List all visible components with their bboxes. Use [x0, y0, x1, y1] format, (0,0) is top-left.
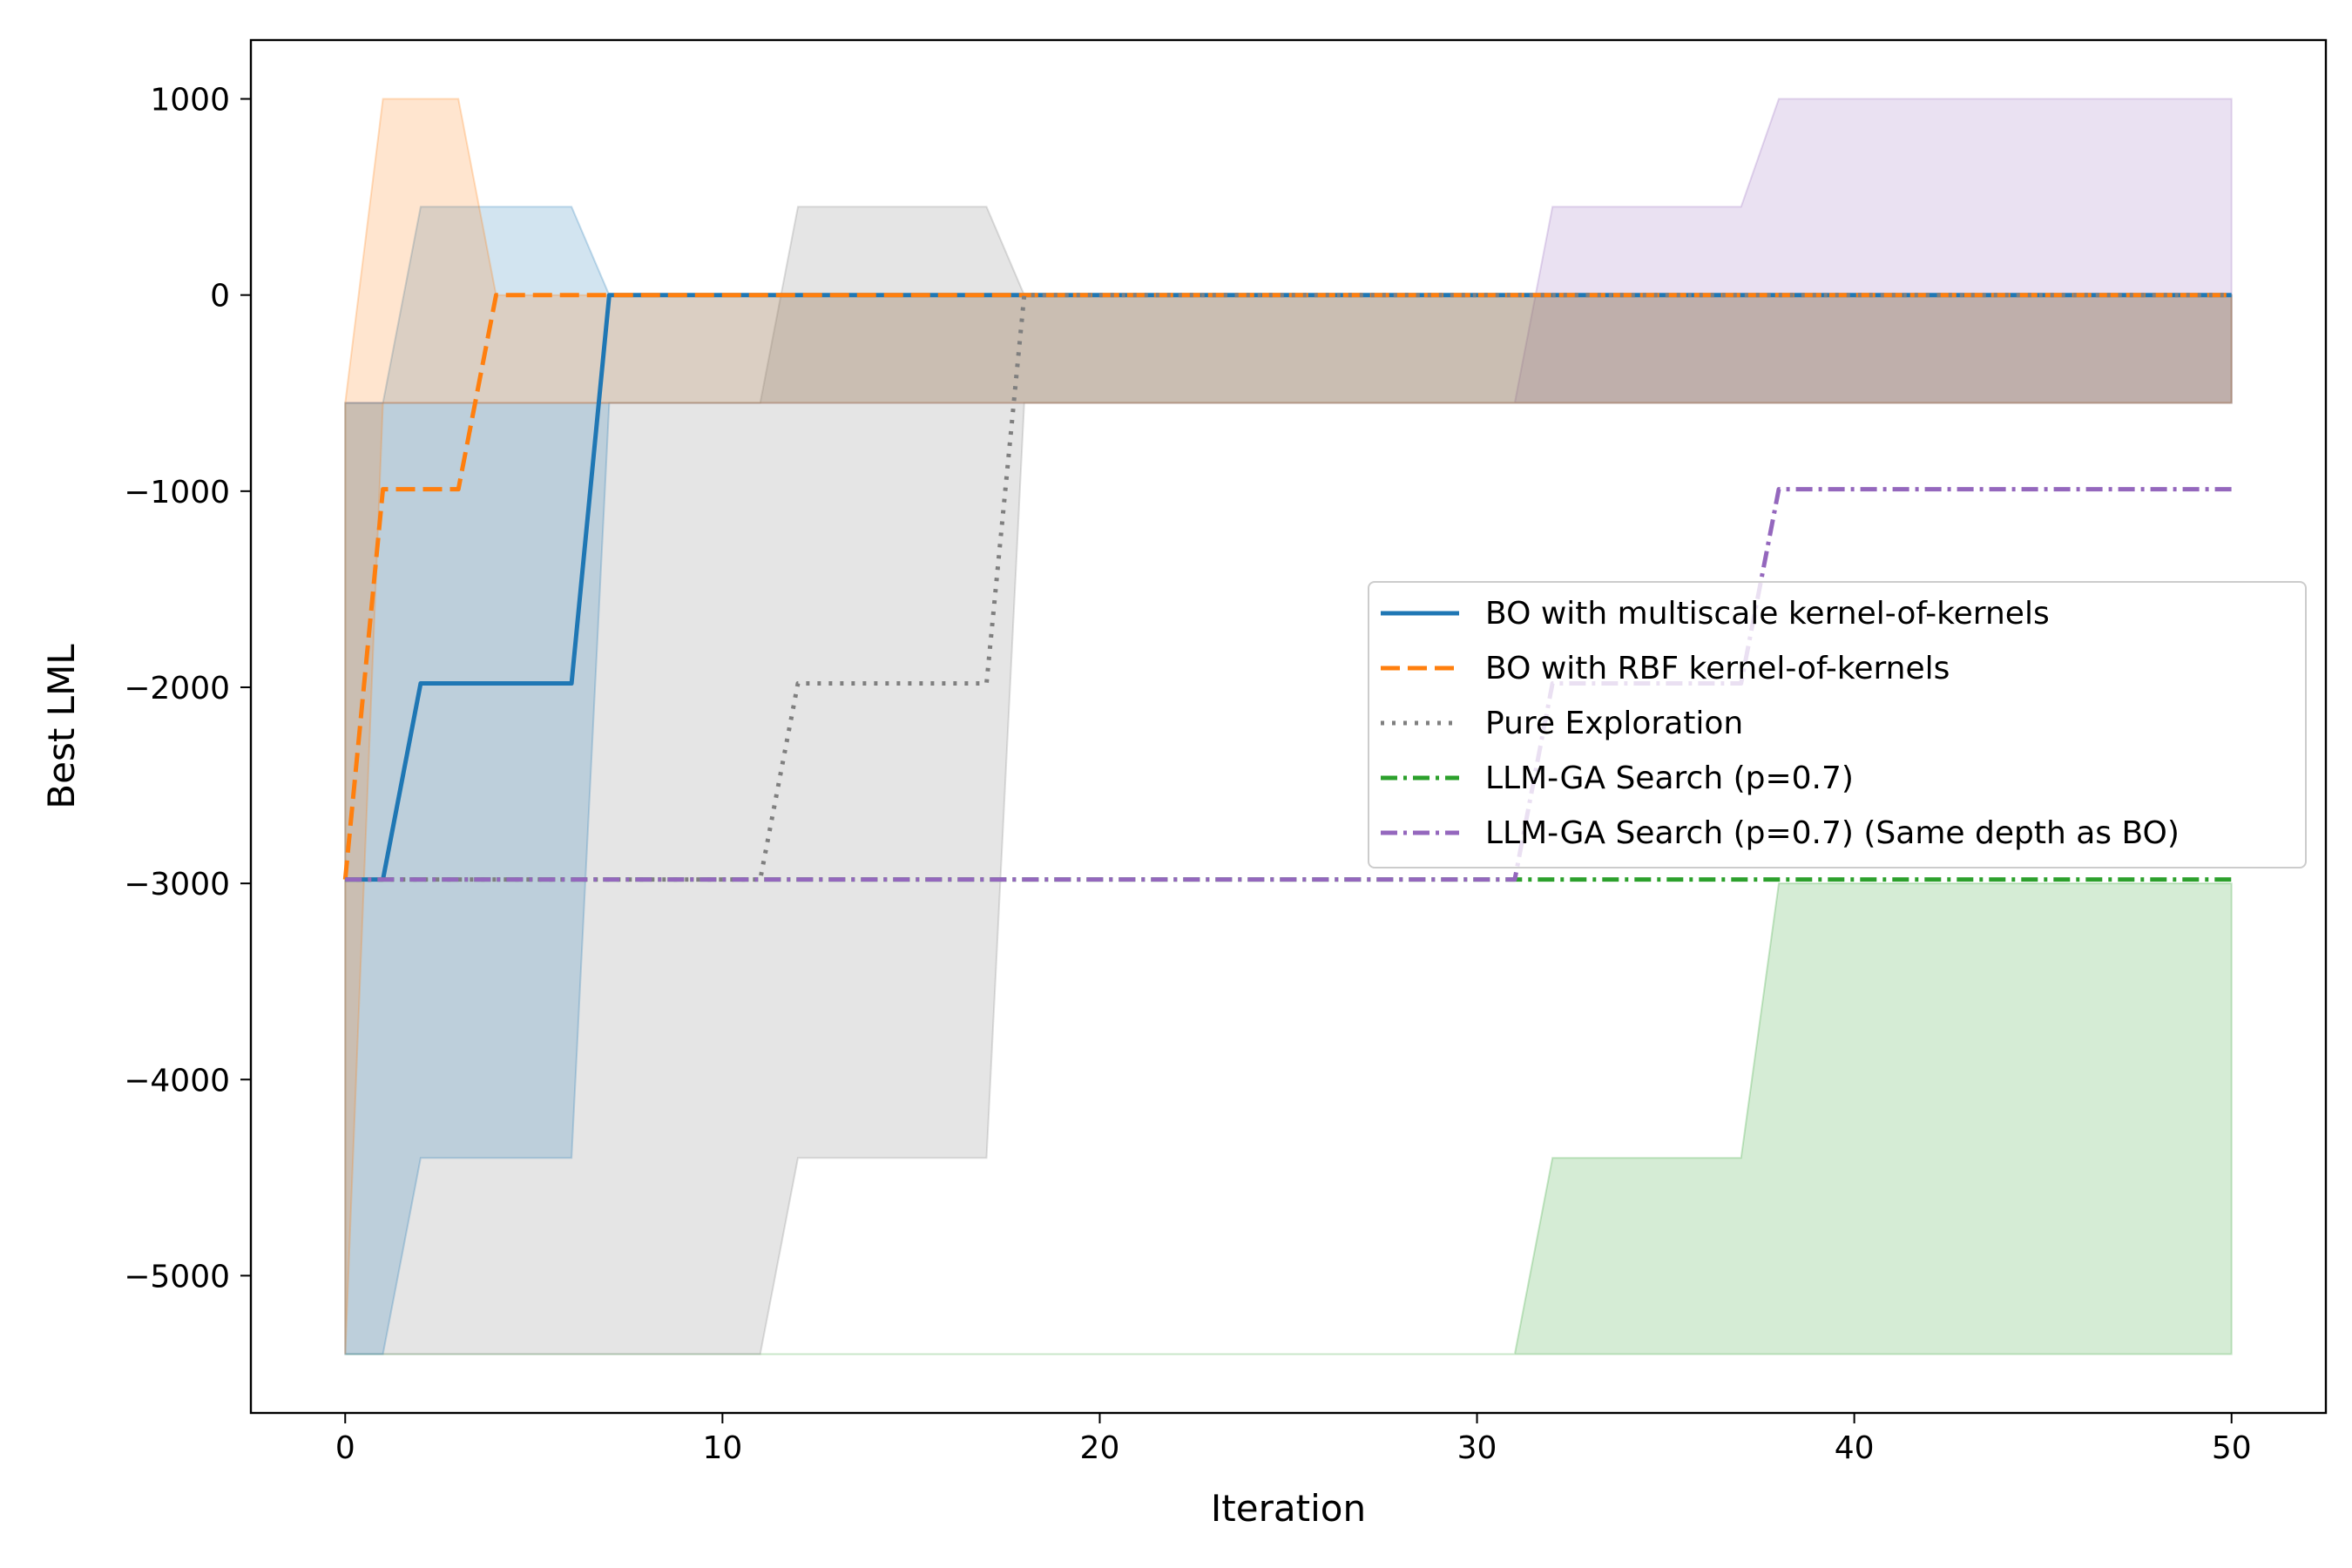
- legend-label-llm-ga-search-p-0-7-same-depth-as-bo: LLM-GA Search (p=0.7) (Same depth as BO): [1485, 815, 2180, 851]
- legend-box: [1368, 581, 2307, 868]
- x-tick-label: 40: [1835, 1430, 1875, 1466]
- x-axis-title: Iteration: [1211, 1487, 1366, 1530]
- band-llm-ga-search-p-0-7-same-depth-as-bo-range: [345, 98, 2233, 404]
- y-tick-label: −2000: [124, 671, 230, 706]
- y-tick-label: −1000: [124, 475, 230, 510]
- legend-label-pure-exploration: Pure Exploration: [1485, 706, 1743, 741]
- legend-label-llm-ga-search-p-0-7: LLM-GA Search (p=0.7): [1485, 760, 1854, 796]
- band-bo-with-multiscale-kernel-of-kernels-range: [344, 206, 2233, 1355]
- band-llm-ga-search-p-0-7-range: [345, 882, 2233, 1355]
- series-line-bo-with-multiscale-kernel-of-kernels: [345, 293, 2232, 882]
- x-axis: 0 10 20 30 40 50: [335, 1413, 2252, 1466]
- plot-area-frame: [249, 38, 2328, 1415]
- y-tick-label: −5000: [124, 1259, 230, 1294]
- band-bo-with-rbf-kernel-of-kernels-range: [344, 98, 2233, 1355]
- x-tick-label: 0: [335, 1430, 355, 1466]
- y-axis: 1000 0 −1000 −2000 −3000 −4000 −5000: [124, 83, 251, 1294]
- x-tick-label: 10: [702, 1430, 742, 1466]
- band-pure-exploration-range: [344, 206, 2233, 1355]
- x-tick-label: 20: [1080, 1430, 1120, 1466]
- series-line-bo-with-rbf-kernel-of-kernels: [342, 293, 2232, 880]
- y-tick-label: 1000: [150, 83, 230, 118]
- x-tick-label: 30: [1457, 1430, 1497, 1466]
- x-tick-label: 50: [2212, 1430, 2252, 1466]
- y-axis-title: Best LML: [40, 644, 83, 809]
- y-tick-label: 0: [210, 279, 230, 314]
- series-line-pure-exploration: [345, 293, 2232, 882]
- confidence-bands: [344, 98, 2233, 1355]
- legend-label-bo-with-rbf-kernel-of-kernels: BO with RBF kernel-of-kernels: [1485, 651, 1950, 686]
- legend-label-bo-with-multiscale-kernel-of-kernels: BO with multiscale kernel-of-kernels: [1485, 596, 2050, 632]
- y-tick-label: −3000: [124, 867, 230, 902]
- y-tick-label: −4000: [124, 1063, 230, 1098]
- legend: BO with multiscale kernel-of-kernels BO w…: [1368, 581, 2307, 868]
